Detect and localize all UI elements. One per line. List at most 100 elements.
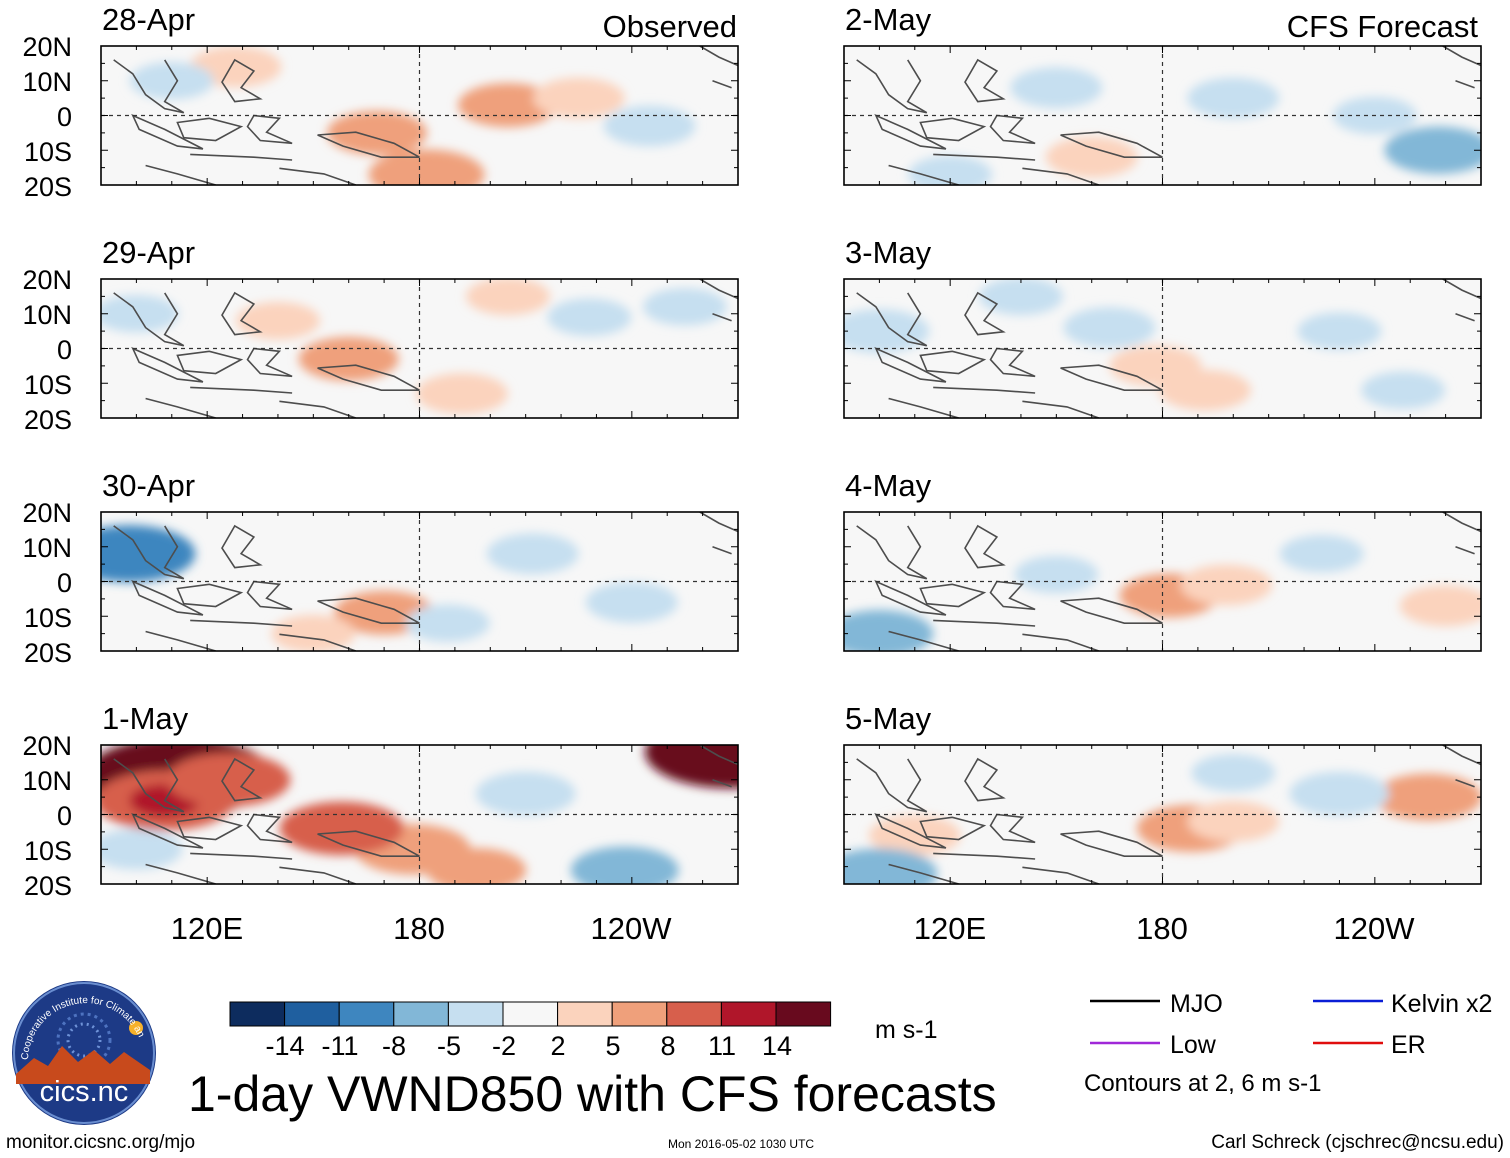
coastline — [933, 852, 1036, 860]
colorbar-swatch — [338, 1001, 395, 1027]
panel-date-title: 5-May — [845, 701, 932, 736]
coastline — [964, 757, 1006, 802]
y-tick-label: 20S — [24, 871, 72, 901]
coastline — [1442, 512, 1481, 533]
coastline — [874, 812, 947, 849]
coastline — [989, 114, 1036, 145]
coastline — [1022, 400, 1100, 418]
anomaly-blob — [844, 610, 934, 651]
coastline — [317, 131, 420, 158]
coastline — [246, 347, 293, 378]
y-axis-labels-row-4: 20N 10N 0 10S 20S — [22, 731, 72, 901]
coastline — [113, 758, 185, 813]
colorbar-labels: -14 -11 -8 -5 -2 2 5 8 11 14 — [265, 1031, 792, 1061]
anomaly-blob — [1191, 754, 1276, 792]
y-tick-label: 10S — [24, 370, 72, 400]
coastline — [246, 813, 293, 844]
coastline — [888, 863, 959, 884]
legend: MJO Kelvin x2 Low ER Contours at 2, 6 m … — [1084, 990, 1492, 1097]
y-tick-label: 20S — [24, 405, 72, 435]
coastline — [888, 630, 959, 651]
anomaly-blob — [1373, 773, 1481, 821]
legend-label: Low — [1170, 1031, 1217, 1059]
coastline — [113, 59, 185, 114]
y-tick-label: 20S — [24, 638, 72, 668]
colorbar-swatch — [775, 1001, 832, 1027]
coastline — [712, 80, 732, 89]
colorbar-swatch — [557, 1001, 613, 1027]
coastline — [699, 279, 738, 300]
anomaly-blob — [1289, 771, 1390, 816]
colorbar-units: m s-1 — [875, 1016, 938, 1044]
coastline — [317, 364, 420, 391]
coastline — [1455, 779, 1475, 788]
coastline — [964, 524, 1006, 569]
anomaly-blob — [271, 614, 356, 651]
panel-date-title: 29-Apr — [102, 235, 195, 270]
y-tick-label: 0 — [57, 568, 72, 598]
anomaly-blob — [368, 149, 485, 185]
anomaly-blob — [486, 533, 579, 575]
y-tick-label: 10S — [24, 836, 72, 866]
anomaly-blob — [642, 288, 727, 326]
coastline — [145, 630, 216, 651]
coastline — [176, 117, 244, 142]
anomaly-blob — [1010, 67, 1103, 109]
y-axis-labels-row-1: 20N 10N 0 10S 20S — [22, 32, 72, 202]
coastline — [221, 58, 263, 103]
coastline — [964, 58, 1006, 103]
colorbar-swatch — [284, 1001, 340, 1027]
coastline — [279, 866, 357, 884]
anomaly-blob — [1187, 801, 1280, 842]
colorbar-tick-label: -2 — [492, 1031, 516, 1061]
panel-date-title: 30-Apr — [102, 468, 195, 503]
y-tick-label: 10S — [24, 137, 72, 167]
panel-date-title: 28-Apr — [102, 2, 195, 37]
coastline — [1442, 279, 1481, 300]
y-axis-labels-row-3: 20N 10N 0 10S 20S — [22, 498, 72, 668]
x-axis-labels-forecast: 120E 180 120W — [914, 911, 1415, 946]
x-axis-labels-observed: 120E 180 120W — [171, 911, 672, 946]
chart-title: 1-day VWND850 with CFS forecasts — [188, 1066, 997, 1122]
coastline — [131, 113, 204, 150]
coastline — [317, 830, 420, 857]
coastline — [1022, 167, 1100, 185]
colorbar-tick-label: 8 — [660, 1031, 675, 1061]
coastline — [113, 292, 185, 347]
anomaly-blob — [1399, 585, 1481, 627]
coastline — [190, 852, 293, 860]
anomaly-blob — [570, 846, 679, 884]
coastline — [888, 397, 959, 418]
coastline — [1060, 131, 1163, 158]
coastline — [145, 397, 216, 418]
x-tick-label: 180 — [393, 911, 445, 946]
credit: Carl Schreck (cjschrec@ncsu.edu) — [1211, 1132, 1504, 1153]
coastline — [176, 583, 244, 608]
coastline — [919, 816, 987, 841]
contour-note: Contours at 2, 6 m s-1 — [1084, 1070, 1321, 1097]
y-tick-label: 10N — [22, 533, 72, 563]
legend-label: ER — [1391, 1031, 1426, 1059]
coastline — [221, 291, 263, 336]
colorbar — [229, 1001, 832, 1027]
map-panel-forecast-4 — [843, 744, 1482, 885]
anomaly-blob — [908, 155, 993, 185]
anomaly-blob — [1361, 371, 1446, 410]
y-tick-label: 10S — [24, 603, 72, 633]
colorbar-tick-label: -8 — [382, 1031, 406, 1061]
y-tick-label: 10N — [22, 300, 72, 330]
colorbar-swatch — [611, 1001, 668, 1027]
coastline — [919, 583, 987, 608]
coastline — [874, 113, 947, 150]
observed-label: Observed — [603, 9, 737, 44]
map-panel-observed-1 — [100, 45, 739, 186]
coastline — [874, 346, 947, 383]
anomaly-core — [687, 745, 738, 772]
coastline — [933, 153, 1036, 161]
coastline — [856, 525, 928, 580]
logo-text: cics.nc — [40, 1076, 129, 1108]
coastline — [933, 619, 1036, 627]
anomaly-blob — [532, 77, 625, 119]
colorbar-tick-label: -14 — [265, 1031, 304, 1061]
colorbar-swatch — [229, 1001, 286, 1027]
